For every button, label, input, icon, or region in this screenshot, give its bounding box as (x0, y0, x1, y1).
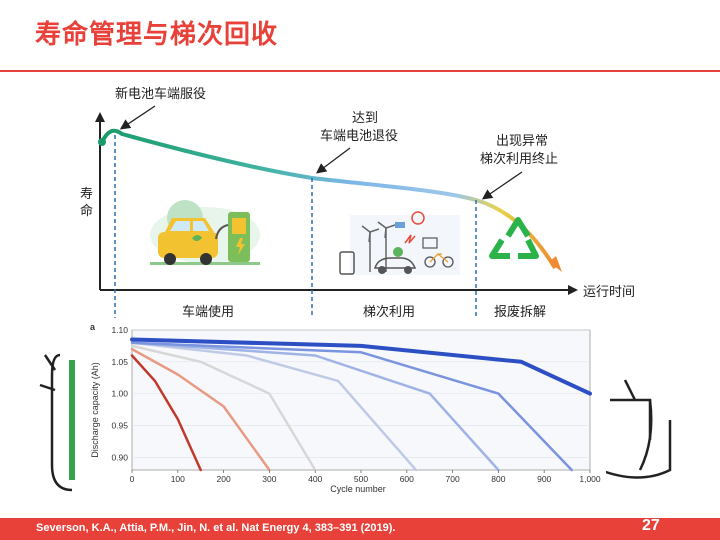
annotation-arrow-abnormal (481, 171, 523, 200)
cascade-utilization-icon (339, 211, 460, 275)
chart-y-tick-label: 1.05 (111, 357, 128, 367)
chart-ticks: 1.10 1.05 1.00 0.95 0.90 0 100 200 300 400 500 600 7… (111, 325, 600, 484)
phase-label-scrap: 报废拆解 (494, 304, 546, 320)
annotation-reach-line2: 车端电池退役 (320, 128, 398, 144)
chart-series-line (130, 341, 573, 472)
chart-series-line (130, 341, 500, 472)
annotation-arrow-reach (315, 147, 351, 174)
life-curve-start-dot (98, 138, 106, 146)
annotation-abnormal-line1: 出现异常 (496, 134, 548, 149)
chart-series-line (130, 347, 271, 472)
chart-y-tick-label: 0.90 (111, 452, 128, 462)
sketch-right-decoration (599, 379, 672, 479)
y-axis-label-1: 寿 (80, 187, 93, 202)
annotation-arrow-new (119, 105, 156, 130)
page-title: 寿命管理与梯次回收 (35, 20, 279, 50)
chart-x-tick-label: 0 (130, 474, 135, 484)
title-divider (0, 70, 720, 72)
chart-x-tick-label: 800 (491, 474, 505, 484)
page-number: 27 (642, 517, 660, 534)
x-axis-label: 运行时间 (583, 285, 635, 300)
chart-series-line (130, 354, 202, 472)
chart-series-line (130, 337, 592, 396)
chart-x-tick-label: 900 (537, 474, 551, 484)
citation: Severson, K.A., Attia, P.M., Jin, N. et … (36, 522, 396, 534)
chart-x-tick-label: 400 (308, 474, 322, 484)
annotation-new-battery: 新电池车端服役 (115, 86, 206, 102)
chart-x-tick-label: 100 (171, 474, 185, 484)
phase-label-cascade: 梯次利用 (363, 304, 415, 320)
ev-charging-icon (150, 200, 260, 265)
x-axis-arrow-icon (568, 285, 578, 295)
sketch-left-decoration (39, 353, 75, 492)
chart-x-tick-label: 500 (354, 474, 368, 484)
chart-y-tick-label: 1.10 (111, 325, 128, 335)
chart-series-line (130, 341, 418, 472)
chart-y-tick-label: 1.00 (111, 389, 128, 399)
chart-x-axis-title: Cycle number (330, 484, 386, 494)
footer-bar: Severson, K.A., Attia, P.M., Jin, N. et … (0, 517, 720, 540)
annotation-reach-line1: 达到 (352, 111, 378, 126)
chart-x-tick-label: 300 (262, 474, 276, 484)
chart-grid (131, 329, 591, 471)
chart-series-group (130, 337, 592, 472)
chart-y-tick-label: 0.95 (111, 420, 128, 430)
chart-y-axis-title: Discharge capacity (Ah) (90, 362, 100, 458)
chart-x-tick-label: 200 (217, 474, 231, 484)
chart-x-tick-label: 600 (400, 474, 414, 484)
annotation-abnormal-line2: 梯次利用终止 (480, 151, 558, 167)
chart-x-tick-label: 1,000 (579, 474, 601, 484)
chart-series-line (130, 344, 317, 472)
life-curve-arrow-icon (549, 256, 562, 272)
chart-panel-label: a (90, 322, 96, 332)
phase-label-vehicle: 车端使用 (182, 304, 234, 320)
y-axis-arrow-icon (95, 112, 105, 122)
y-axis-label-2: 命 (80, 203, 93, 219)
recycle-icon (489, 217, 539, 259)
chart-x-tick-label: 700 (446, 474, 460, 484)
